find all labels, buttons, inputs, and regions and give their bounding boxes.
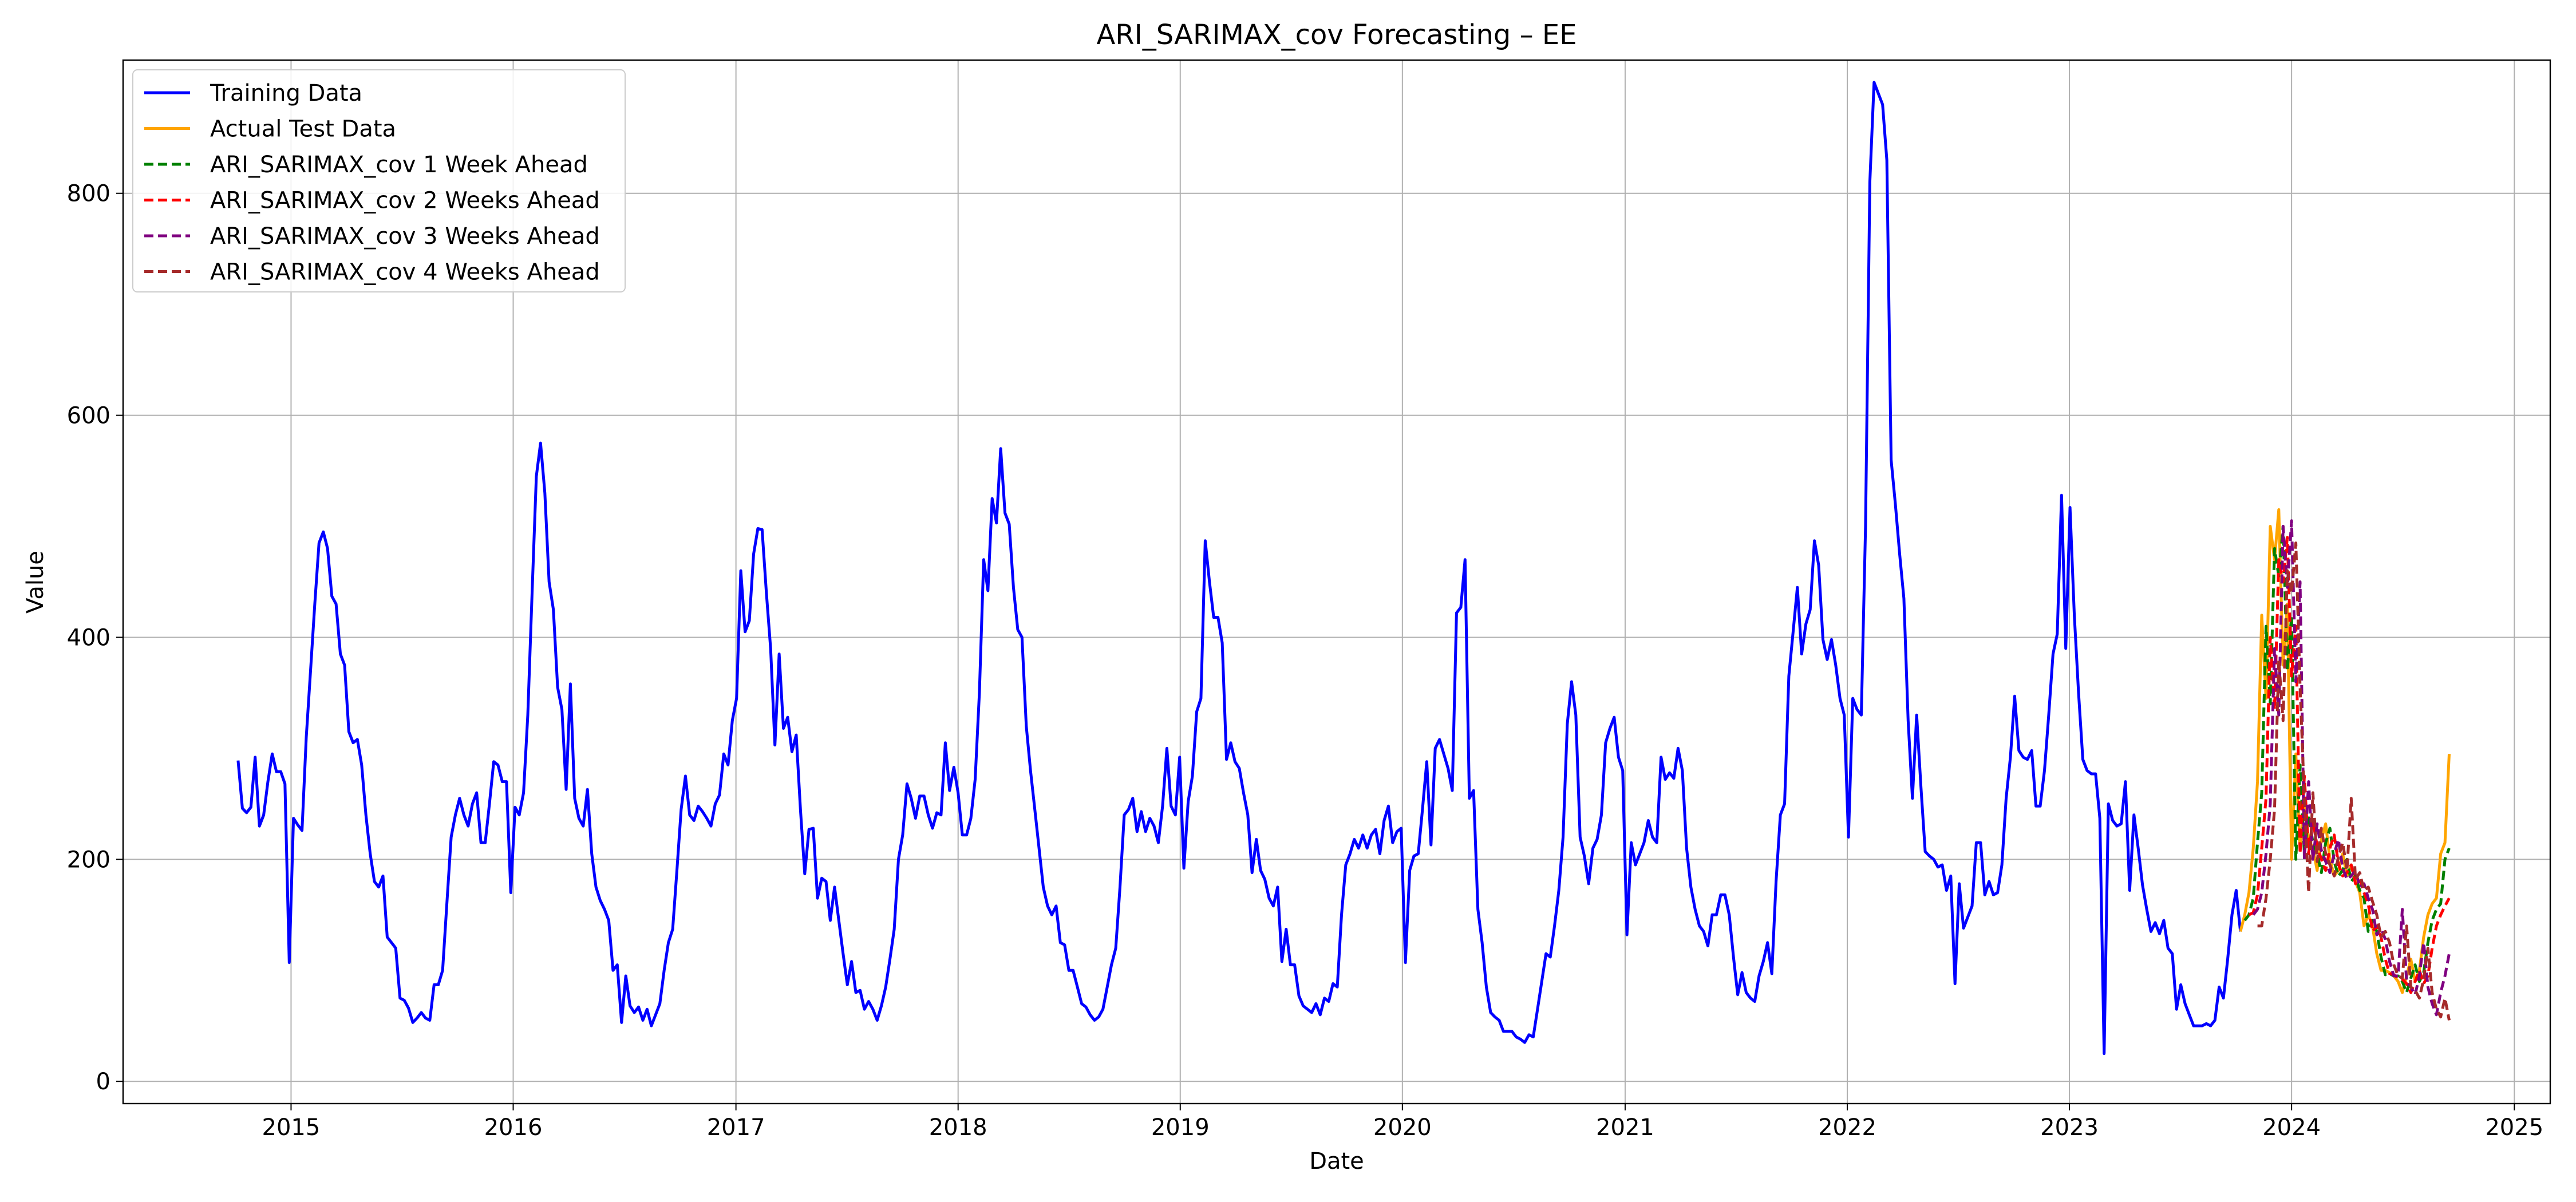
plot-area-frame <box>122 59 2551 1105</box>
series-lines <box>236 81 2451 1055</box>
legend-label: Actual Test Data <box>210 116 396 143</box>
y-tick-label: 800 <box>67 181 110 207</box>
y-tick-label: 600 <box>67 403 110 429</box>
x-tick-label: 2017 <box>707 1114 765 1141</box>
x-tick-label: 2021 <box>1596 1114 1654 1141</box>
legend-label: ARI_SARIMAX_cov 3 Weeks Ahead <box>210 223 600 250</box>
legend: Training Data Actual Test Data ARI_SARIMAX… <box>132 69 626 292</box>
x-tick-label: 2019 <box>1151 1114 1210 1141</box>
chart-title: ARI_SARIMAX_cov Forecasting – EE <box>1096 19 1577 51</box>
y-tick-label: 0 <box>96 1069 110 1095</box>
x-tick-label: 2022 <box>1818 1114 1876 1141</box>
x-tick-label: 2016 <box>484 1114 543 1141</box>
y-axis-title: Value <box>22 551 49 614</box>
axis-ticks: 2015 2016 2017 2018 2019 2020 2021 2022 2023 2024… <box>67 181 2544 1141</box>
x-tick-label: 2018 <box>929 1114 987 1141</box>
legend-label: Training Data <box>210 80 362 106</box>
series-line-ari-sarimax-cov-4-weeks-ahead <box>2257 541 2451 1021</box>
series-line-training-data <box>236 81 2242 1055</box>
x-tick-label: 2020 <box>1373 1114 1432 1141</box>
x-tick-label: 2015 <box>262 1114 321 1141</box>
x-tick-label: 2025 <box>2485 1114 2543 1141</box>
x-axis-title: Date <box>1309 1148 1364 1175</box>
series-line-ari-sarimax-cov-3-weeks-ahead <box>2252 519 2451 1017</box>
y-tick-label: 200 <box>67 847 110 873</box>
legend-box <box>132 69 626 292</box>
x-tick-label: 2023 <box>2040 1114 2099 1141</box>
y-tick-label: 400 <box>67 624 110 651</box>
legend-label: ARI_SARIMAX_cov 2 Weeks Ahead <box>210 188 600 214</box>
x-tick-label: 2024 <box>2262 1114 2321 1141</box>
legend-label: ARI_SARIMAX_cov 1 Week Ahead <box>210 152 588 178</box>
legend-label: ARI_SARIMAX_cov 4 Weeks Ahead <box>210 259 600 286</box>
